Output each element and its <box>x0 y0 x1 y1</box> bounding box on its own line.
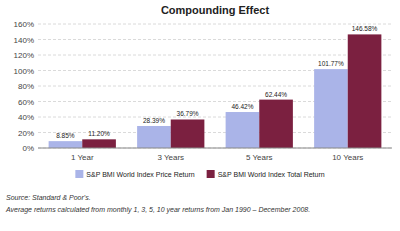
grid-line <box>38 148 392 149</box>
grid-line <box>38 55 392 56</box>
y-tick-label: 40% <box>18 113 34 122</box>
annotation: Source: Standard & Poor's. <box>6 194 91 201</box>
data-label: 36.79% <box>177 110 199 117</box>
legend-label: S&P BMI World Index Price Return <box>86 171 194 178</box>
bar <box>82 139 116 148</box>
bar <box>171 119 205 148</box>
data-label: 46.42% <box>231 103 253 110</box>
x-tick-label: 1 Year <box>71 153 94 162</box>
data-label: 11.20% <box>88 130 110 137</box>
grid <box>38 24 392 148</box>
x-axis <box>38 148 392 149</box>
y-tick-label: 160% <box>14 20 34 29</box>
grid-line <box>38 24 392 25</box>
bar <box>348 34 382 148</box>
x-tick-label: 3 Years <box>157 153 184 162</box>
data-label: 101.77% <box>318 60 344 67</box>
chart: Compounding Effect 0% 20% 40% 60% 80% 100% 120%… <box>0 0 400 231</box>
y-tick-label: 100% <box>14 67 34 76</box>
bar <box>137 126 171 148</box>
bar <box>259 100 293 148</box>
y-tick-label: 60% <box>18 98 34 107</box>
y-tick-label: 120% <box>14 51 34 60</box>
data-labels: 8.85% 11.20% 28.39% 36.79% 46.42% 62.44% 101.7… <box>56 25 377 139</box>
data-label: 28.39% <box>143 117 165 124</box>
legend-swatch <box>207 170 215 178</box>
y-tick-label: 140% <box>14 36 34 45</box>
data-label: 62.44% <box>265 91 287 98</box>
x-tick-label: 10 Years <box>332 153 363 162</box>
data-label: 146.58% <box>352 25 378 32</box>
x-tick-label: 5 Years <box>246 153 273 162</box>
y-tick-label: 80% <box>18 82 34 91</box>
bar <box>226 112 260 148</box>
legend-swatch <box>75 170 83 178</box>
grid-line <box>38 39 392 40</box>
bars <box>49 34 382 148</box>
bar <box>314 69 348 148</box>
legend: S&P BMI World Index Price Return S&P BMI … <box>75 170 324 178</box>
data-label: 8.85% <box>56 132 75 139</box>
legend-label: S&P BMI World Index Total Return <box>218 171 325 178</box>
y-tick-label: 20% <box>18 129 34 138</box>
annotation: Average returns calculated from monthly … <box>5 206 310 214</box>
y-tick-label: 0% <box>22 144 34 153</box>
title: Compounding Effect <box>161 4 269 16</box>
bar <box>49 141 83 148</box>
